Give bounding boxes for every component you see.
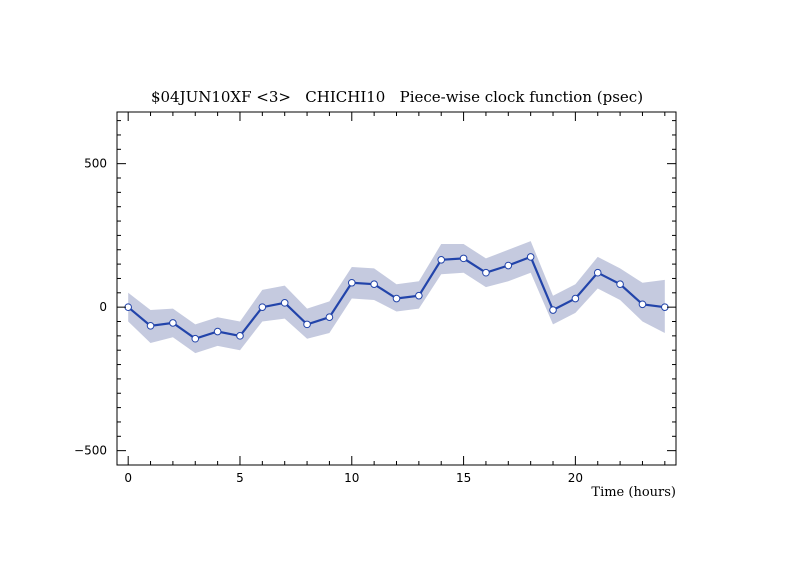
data-point (370, 280, 378, 288)
axis-tick-layer (117, 112, 676, 465)
data-point (571, 294, 580, 303)
data-point (526, 253, 535, 261)
data-point (213, 327, 222, 336)
x-axis-label: Time (hours) (591, 485, 676, 500)
data-point (169, 319, 177, 327)
chart-title: $04JUN10XF <3> CHICHI10 Piece-wise clock… (151, 88, 643, 106)
x-tick-label: 15 (456, 471, 471, 485)
data-point (236, 332, 244, 340)
x-tick-label: 10 (344, 471, 359, 485)
y-tick-label: 0 (99, 300, 107, 314)
data-point (616, 280, 624, 288)
x-tick-label: 5 (236, 471, 244, 485)
data-point (549, 306, 557, 314)
data-point (303, 320, 311, 329)
data-point (415, 291, 423, 300)
data-point (638, 300, 647, 309)
tick-label-layer: 0 5 10 15 20 −500 0 500 (74, 157, 583, 485)
data-point (325, 313, 334, 321)
y-tick-label: 500 (84, 157, 107, 171)
data-point (191, 334, 200, 343)
data-point (437, 256, 446, 264)
data-point (280, 299, 289, 307)
series-marker-layer (124, 253, 669, 343)
data-point (504, 261, 513, 270)
x-tick-label: 20 (568, 471, 583, 485)
data-point (392, 294, 401, 303)
data-point (347, 278, 356, 287)
x-tick-label: 0 (124, 471, 132, 485)
data-point (482, 268, 490, 277)
data-point (146, 322, 155, 330)
y-tick-label: −500 (74, 444, 107, 458)
data-point (593, 268, 602, 277)
data-point (459, 254, 468, 263)
data-point (258, 303, 267, 311)
